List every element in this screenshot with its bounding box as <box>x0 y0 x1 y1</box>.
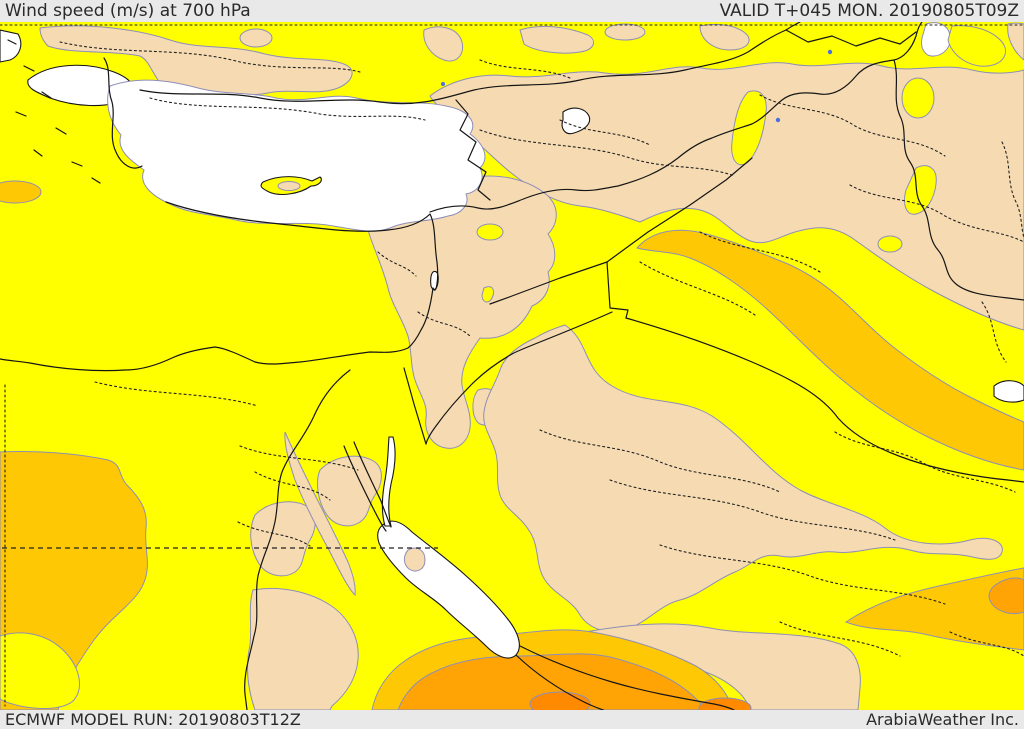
egypt-israel-border <box>403 367 427 445</box>
gulf-of-aqaba <box>381 436 396 527</box>
country-borders <box>403 22 1024 483</box>
caucasus-borders <box>785 29 917 47</box>
south-coast-orange-band <box>397 653 705 710</box>
nile-valley-region <box>247 587 359 710</box>
lake-dot <box>827 49 833 55</box>
header-bar: Wind speed (m/s) at 700 hPa VALID T+045 … <box>0 0 1024 22</box>
lakes <box>441 49 833 123</box>
nile-river <box>244 369 351 710</box>
tan-patch <box>604 23 646 41</box>
black-sea-coast <box>139 22 801 105</box>
lake-dot <box>441 82 445 86</box>
aegean-islands <box>7 39 101 184</box>
syria-jordan-border <box>489 261 608 305</box>
gulf-coast-ribbon <box>284 431 356 597</box>
calm-wind-regions <box>0 22 1024 659</box>
lake-dot <box>775 117 781 123</box>
southeast-gold-region <box>844 567 1024 651</box>
tan-patch <box>699 23 750 51</box>
persian-gulf-tip <box>993 380 1024 403</box>
map-canvas <box>0 22 1024 710</box>
east-edge-orange-patch <box>988 577 1024 615</box>
map-title: Wind speed (m/s) at 700 hPa <box>5 1 251 21</box>
wind-speed-map <box>0 22 1024 710</box>
anatolia-mediterranean-calm-region <box>107 79 486 232</box>
turkey-syria-border <box>429 22 923 213</box>
tan-patch <box>423 26 464 62</box>
yellow-patch <box>901 77 935 119</box>
iraq-saudi-border <box>625 317 1024 483</box>
footer-bar: ECMWF MODEL RUN: 20190803T12Z ArabiaWeat… <box>0 710 1024 729</box>
coastlines <box>0 22 801 710</box>
aegean-calm-patch <box>0 29 22 63</box>
iran-west-border <box>893 59 1024 301</box>
cyprus-tan-core <box>277 181 301 191</box>
anatolia-interior-border <box>455 99 491 201</box>
red-sea-coast-south <box>515 645 735 710</box>
tan-patch <box>239 28 273 48</box>
jordan-iraq-border <box>606 261 629 319</box>
syria-iraq-border <box>606 157 753 263</box>
mediterranean-levant-coast <box>0 201 439 372</box>
jordan-saudi-border <box>425 311 613 445</box>
tan-patch <box>519 25 595 54</box>
model-run-label: ECMWF MODEL RUN: 20190803T12Z <box>5 709 301 729</box>
lake-van <box>561 107 591 135</box>
north-saudi-region <box>483 324 1003 632</box>
tan-patch-in-red-sea <box>403 547 426 572</box>
sinai-patch <box>250 501 316 577</box>
orange-wind-regions <box>397 577 1024 710</box>
dark-orange-patch <box>529 691 591 710</box>
yellow-patch <box>877 235 903 253</box>
yellow-patch-syria <box>476 223 504 241</box>
admin-borders-dotted <box>0 24 1024 707</box>
sinai-patch <box>317 455 382 527</box>
overlay-patches <box>0 25 1006 709</box>
iraq-gold-band <box>636 229 1024 471</box>
yellow-patch <box>947 25 1006 67</box>
dark-orange-patch <box>698 697 752 710</box>
provider-label: ArabiaWeather Inc. <box>866 709 1019 729</box>
yellow-tongue-egypt <box>0 632 80 709</box>
north-turkey-band <box>39 25 353 97</box>
aegean-coast <box>103 57 143 169</box>
valid-time-label: VALID T+045 MON. 20190805T09Z <box>719 1 1019 21</box>
tan-patch <box>1007 22 1024 61</box>
suez-gulf-coast <box>343 441 392 532</box>
gold-patch <box>0 180 42 204</box>
yellow-patch <box>481 286 495 303</box>
